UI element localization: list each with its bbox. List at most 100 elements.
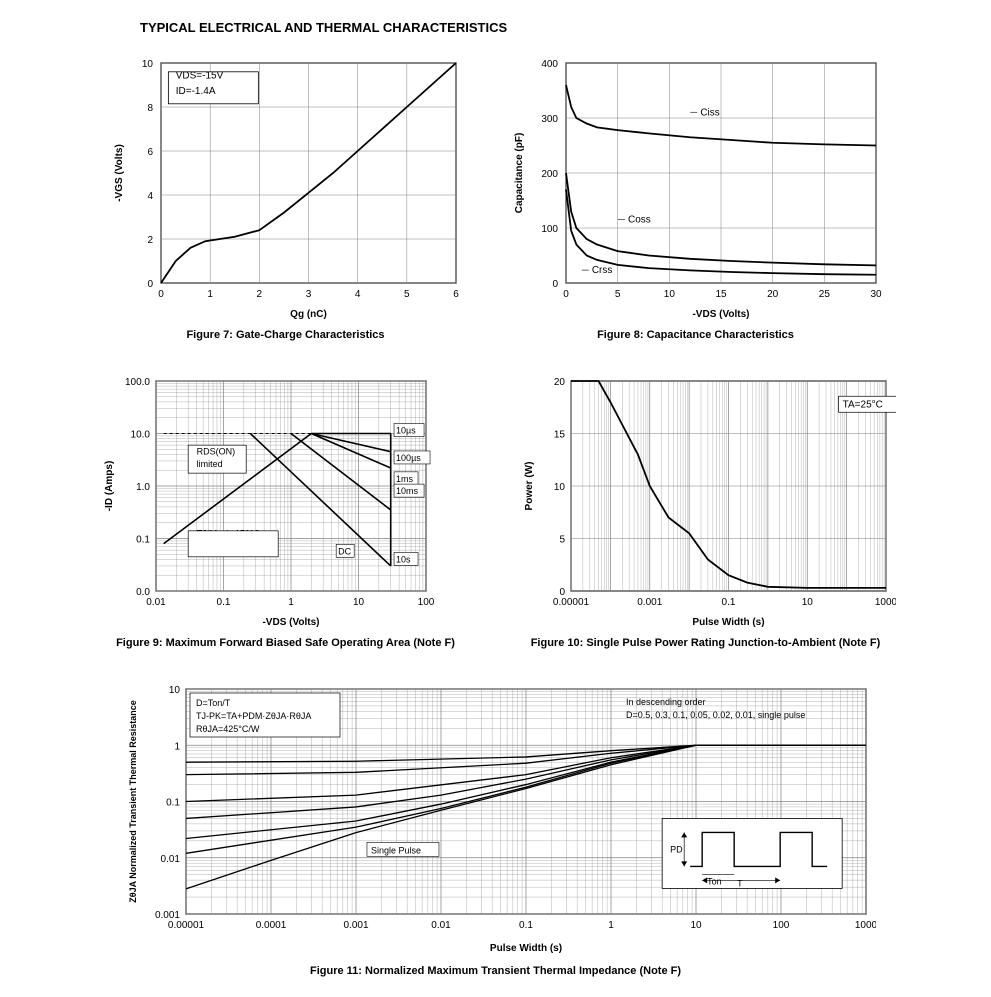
svg-text:10: 10 — [801, 597, 813, 608]
svg-text:TJ-PK=TA+PDM·ZθJA·RθJA: TJ-PK=TA+PDM·ZθJA·RθJA — [196, 711, 311, 721]
fig8-block: 0510152025300100200300400-VDS (Volts)Cap… — [506, 53, 886, 341]
svg-text:0.0: 0.0 — [136, 587, 150, 598]
svg-text:-VDS (Volts): -VDS (Volts) — [692, 309, 749, 320]
svg-text:0: 0 — [552, 279, 558, 290]
svg-text:0.001: 0.001 — [343, 920, 368, 931]
svg-text:-VGS (Volts): -VGS (Volts) — [114, 144, 125, 202]
svg-text:0: 0 — [147, 279, 153, 290]
svg-text:0.1: 0.1 — [721, 597, 735, 608]
svg-text:10.0: 10.0 — [130, 430, 150, 441]
svg-text:15: 15 — [715, 289, 727, 300]
svg-text:5: 5 — [404, 289, 410, 300]
svg-text:RθJA=425°C/W: RθJA=425°C/W — [196, 724, 260, 734]
svg-text:100: 100 — [541, 224, 558, 235]
svg-text:300: 300 — [541, 114, 558, 125]
fig9-block: 0.010.11101000.00.11.010.0100.0-VDS (Vol… — [96, 371, 476, 649]
svg-text:10µs: 10µs — [396, 426, 416, 436]
svg-text:200: 200 — [541, 169, 558, 180]
svg-text:0.0001: 0.0001 — [255, 920, 286, 931]
fig8-chart: 0510152025300100200300400-VDS (Volts)Cap… — [506, 53, 886, 323]
svg-text:2: 2 — [147, 235, 153, 246]
svg-text:25: 25 — [818, 289, 830, 300]
svg-text:TA=25°C: TA=25°C — [842, 399, 882, 410]
svg-text:Ciss: Ciss — [700, 107, 719, 118]
svg-text:30: 30 — [870, 289, 882, 300]
svg-text:400: 400 — [541, 59, 558, 70]
svg-text:100µs: 100µs — [396, 453, 421, 463]
svg-text:1: 1 — [207, 289, 213, 300]
fig9-caption: Figure 9: Maximum Forward Biased Safe Op… — [116, 637, 455, 649]
fig8-caption: Figure 8: Capacitance Characteristics — [597, 329, 794, 341]
svg-text:Ton: Ton — [707, 876, 722, 886]
svg-text:10: 10 — [141, 59, 153, 70]
page-title: TYPICAL ELECTRICAL AND THERMAL CHARACTER… — [140, 20, 961, 35]
svg-text:6: 6 — [147, 147, 153, 158]
svg-text:0.01: 0.01 — [160, 854, 180, 865]
svg-text:10s: 10s — [396, 554, 411, 564]
fig10-chart: 0.000010.0010.110100005101520Pulse Width… — [516, 371, 896, 631]
svg-text:-VDS (Volts): -VDS (Volts) — [262, 617, 319, 628]
svg-text:-ID (Amps): -ID (Amps) — [104, 461, 115, 512]
svg-text:10: 10 — [663, 289, 675, 300]
svg-text:ZθJA Normalized Transient Ther: ZθJA Normalized Transient Thermal Resist… — [128, 700, 138, 903]
svg-text:0: 0 — [559, 587, 565, 598]
svg-text:1ms: 1ms — [396, 474, 414, 484]
svg-text:5: 5 — [559, 535, 565, 546]
svg-text:0.00001: 0.00001 — [167, 920, 204, 931]
svg-text:0.01: 0.01 — [431, 920, 451, 931]
svg-text:1: 1 — [174, 741, 180, 752]
svg-text:15: 15 — [553, 430, 565, 441]
fig10-caption: Figure 10: Single Pulse Power Rating Jun… — [531, 637, 881, 649]
svg-text:1000: 1000 — [874, 597, 895, 608]
svg-text:0: 0 — [563, 289, 569, 300]
row-3: 0.00001 0.0001 0.001 0.01 0.1 1 10 100 1000 0.001… — [30, 679, 961, 977]
svg-text:Crss: Crss — [591, 265, 612, 276]
svg-text:1000: 1000 — [854, 920, 875, 931]
svg-text:6: 6 — [453, 289, 459, 300]
svg-text:Pulse Width (s): Pulse Width (s) — [692, 617, 764, 628]
fig10-block: 0.000010.0010.110100005101520Pulse Width… — [516, 371, 896, 649]
svg-text:4: 4 — [354, 289, 360, 300]
fig11-caption: Figure 11: Normalized Maximum Transient … — [310, 965, 681, 977]
fig11-chart: 0.00001 0.0001 0.001 0.01 0.1 1 10 100 1000 0.001… — [116, 679, 876, 959]
svg-text:1.0: 1.0 — [136, 482, 150, 493]
svg-text:RDS(ON): RDS(ON) — [196, 446, 235, 456]
svg-text:3: 3 — [305, 289, 311, 300]
svg-text:1: 1 — [288, 597, 294, 608]
svg-text:Capacitance (pF): Capacitance (pF) — [514, 133, 525, 214]
svg-text:Qg (nC): Qg (nC) — [290, 309, 327, 320]
svg-text:10ms: 10ms — [396, 486, 419, 496]
svg-text:20: 20 — [553, 377, 565, 388]
svg-text:0.001: 0.001 — [154, 910, 179, 921]
row-1: 01234560246810Qg (nC)-VGS (Volts)VDS=-15… — [30, 53, 961, 341]
svg-text:In descending order: In descending order — [625, 697, 705, 707]
svg-text:ID=-1.4A: ID=-1.4A — [175, 86, 215, 97]
svg-text:D=0.5, 0.3, 0.1, 0.05, 0.02, 0: D=0.5, 0.3, 0.1, 0.05, 0.02, 0.01, singl… — [625, 710, 804, 720]
svg-text:T: T — [737, 878, 743, 888]
svg-text:0: 0 — [158, 289, 164, 300]
svg-text:DC: DC — [338, 546, 351, 556]
svg-text:0.001: 0.001 — [637, 597, 662, 608]
svg-text:10: 10 — [352, 597, 364, 608]
row-2: 0.01 0.1 1 10 10 0 0.0 0.1 1.0 10.0 100.0 -VDS (Vol… — [30, 371, 961, 649]
svg-text:PD: PD — [670, 844, 683, 854]
fig7-block: 01234560246810Qg (nC)-VGS (Volts)VDS=-15… — [106, 53, 466, 341]
svg-text:0.1: 0.1 — [216, 597, 230, 608]
fig7-chart: 01234560246810Qg (nC)-VGS (Volts)VDS=-15… — [106, 53, 466, 323]
svg-text:Coss: Coss — [628, 215, 651, 226]
svg-text:10: 10 — [690, 920, 702, 931]
svg-text:100.0: 100.0 — [124, 377, 149, 388]
svg-text:0.01: 0.01 — [146, 597, 166, 608]
svg-text:10: 10 — [168, 685, 180, 696]
svg-text:Power (W): Power (W) — [524, 462, 535, 511]
svg-text:0.00001: 0.00001 — [552, 597, 589, 608]
svg-text:100: 100 — [772, 920, 789, 931]
svg-text:5: 5 — [614, 289, 620, 300]
fig11-block: 0.00001 0.0001 0.001 0.01 0.1 1 10 100 1000 0.001… — [116, 679, 876, 977]
svg-text:4: 4 — [147, 191, 153, 202]
svg-text:Pulse Width (s): Pulse Width (s) — [489, 943, 561, 954]
fig9-chart: 0.010.11101000.00.11.010.0100.0-VDS (Vol… — [96, 371, 476, 631]
svg-text:Single Pulse: Single Pulse — [370, 845, 420, 855]
svg-text:VDS=-15V: VDS=-15V — [175, 70, 223, 81]
svg-text:0.1: 0.1 — [519, 920, 533, 931]
